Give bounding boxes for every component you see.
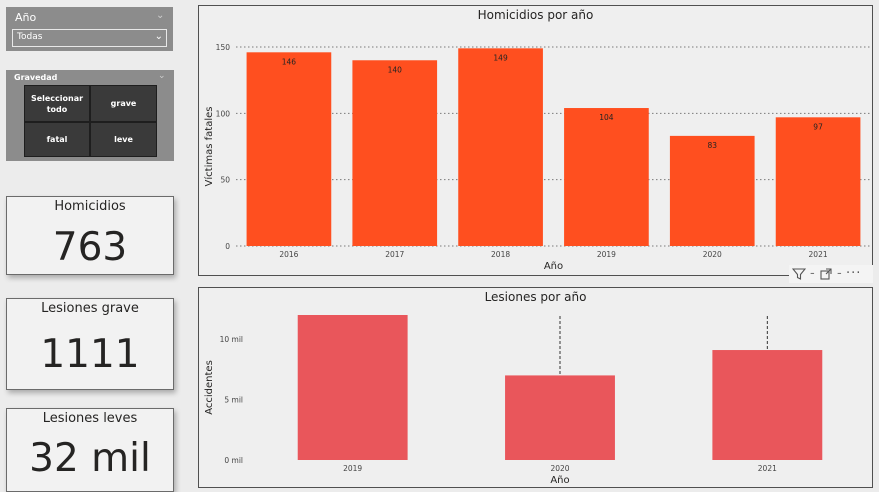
data-label: 104 xyxy=(599,113,614,122)
bar xyxy=(246,52,332,246)
dropdown-arrow-icon[interactable]: ⌄ xyxy=(154,31,163,42)
severity-option-leve[interactable]: leve xyxy=(90,122,157,157)
bar xyxy=(775,117,861,247)
y-tick-label: 100 xyxy=(216,109,231,118)
homicidios-chart-panel: Homicidios por año 0 50 100 150 146 2016 140 20… xyxy=(198,5,873,276)
year-slicer: Año ⌄ Todas ⌄ xyxy=(6,7,173,51)
chart-title: Lesiones por año xyxy=(484,290,587,304)
kpi-card-lesiones-leves: Lesiones leves 32 mil xyxy=(6,408,174,492)
y-tick-label: 50 xyxy=(220,176,230,185)
data-label: 149 xyxy=(493,53,508,62)
lesiones-chart-panel: Lesiones por año 0 mil 5 mil 10 mil 2019 202… xyxy=(198,287,873,488)
data-label: 140 xyxy=(388,65,403,74)
bar xyxy=(352,60,438,247)
y-axis-title: Víctimas fatales xyxy=(203,107,215,187)
lesiones-bar-chart: 0 mil 5 mil 10 mil 2019 2020 2021 Año Accidente… xyxy=(204,315,823,486)
x-tick-label: 2018 xyxy=(491,250,510,259)
bar xyxy=(505,375,615,460)
more-options-icon[interactable]: ··· xyxy=(846,266,862,281)
x-axis-title: Año xyxy=(550,475,569,486)
x-tick-label: 2019 xyxy=(597,250,616,259)
bar xyxy=(297,315,408,460)
x-tick-label: 2020 xyxy=(703,250,722,259)
severity-option-grave[interactable]: grave xyxy=(90,85,157,122)
kpi-card-homicidios: Homicidios 763 xyxy=(6,196,174,275)
year-dropdown-value: Todas xyxy=(17,32,43,42)
y-tick-label: 150 xyxy=(216,43,231,52)
kpi-value: 32 mil xyxy=(29,436,151,481)
kpi-value: 763 xyxy=(52,225,128,270)
bar xyxy=(458,48,543,247)
kpi-label: Lesiones leves xyxy=(42,411,138,426)
year-slicer-title: Año xyxy=(15,11,37,24)
x-tick-label: 2021 xyxy=(758,464,777,473)
kpi-label: Homicidios xyxy=(54,199,126,214)
bar xyxy=(669,135,755,246)
x-tick-label: 2020 xyxy=(550,464,569,473)
homicidios-bar-chart: 0 50 100 150 146 2016 140 2017 149 2018 104 2019 83 2… xyxy=(203,43,871,272)
y-tick-label: 0 mil xyxy=(224,456,243,465)
x-tick-label: 2019 xyxy=(343,464,362,473)
x-tick-label: 2021 xyxy=(809,250,828,259)
bar xyxy=(712,350,823,460)
data-label: 146 xyxy=(282,57,297,66)
focus-mode-icon[interactable] xyxy=(819,265,833,283)
chevron-down-icon[interactable]: ⌄ xyxy=(158,71,166,81)
kpi-card-lesiones-grave: Lesiones grave 1111 xyxy=(6,298,174,390)
kpi-label: Lesiones grave xyxy=(41,301,139,316)
visual-header: - - ··· xyxy=(789,265,873,283)
chart-title: Homicidios por año xyxy=(477,8,594,22)
data-label: 97 xyxy=(813,122,823,131)
y-tick-label: 0 xyxy=(225,242,230,251)
y-tick-label: 5 mil xyxy=(224,396,243,405)
x-tick-label: 2017 xyxy=(385,250,404,259)
severity-option-select-all[interactable]: Seleccionar todo xyxy=(24,85,90,122)
kpi-value: 1111 xyxy=(40,332,140,377)
x-tick-label: 2016 xyxy=(279,250,298,259)
year-dropdown[interactable]: Todas ⌄ xyxy=(12,29,167,47)
severity-option-fatal[interactable]: fatal xyxy=(24,122,90,157)
severity-slicer: Gravedad ⌄ Seleccionar todo grave fatal … xyxy=(6,70,174,161)
filter-icon[interactable] xyxy=(791,265,807,283)
severity-slicer-title: Gravedad xyxy=(14,73,58,82)
x-axis-title: Año xyxy=(544,261,563,272)
y-axis-title: Accidentes xyxy=(204,360,215,415)
data-label: 83 xyxy=(707,141,717,150)
bar xyxy=(564,108,649,246)
chevron-down-icon[interactable]: ⌄ xyxy=(156,10,165,21)
y-tick-label: 10 mil xyxy=(220,335,243,344)
